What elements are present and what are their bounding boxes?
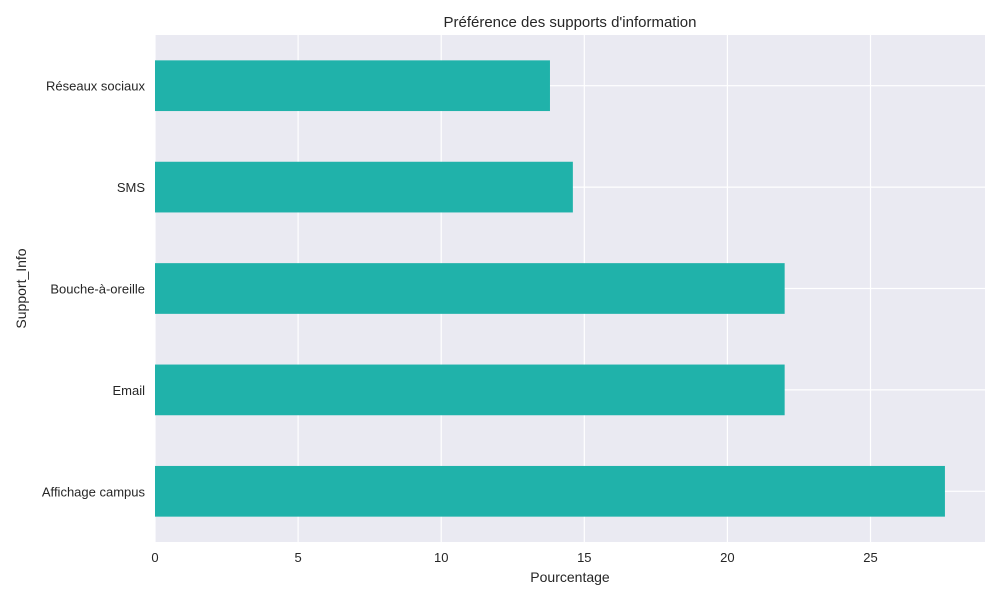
- y-axis-ticks: Affichage campus Email Bouche-à-oreille SMS…: [42, 79, 146, 500]
- x-tick-label: 0: [151, 550, 158, 565]
- chart-title: Préférence des supports d'information: [443, 14, 696, 31]
- y-tick-label: Affichage campus: [42, 484, 146, 499]
- bar: [155, 364, 785, 416]
- x-axis-label: Pourcentage: [530, 569, 610, 585]
- y-tick-label: Bouche-à-oreille: [50, 282, 145, 297]
- y-axis-label: Support_Info: [13, 248, 29, 328]
- y-tick-label: Email: [112, 383, 145, 398]
- x-axis-ticks: 0 5 10 15 20 25: [151, 550, 877, 565]
- bar: [155, 465, 945, 517]
- x-tick-label: 15: [577, 550, 591, 565]
- x-tick-label: 20: [720, 550, 734, 565]
- bar: [155, 263, 785, 314]
- x-tick-label: 10: [434, 550, 448, 565]
- bar: [155, 161, 573, 213]
- y-tick-label: SMS: [117, 180, 146, 195]
- bar: [155, 60, 550, 112]
- x-tick-label: 25: [863, 550, 877, 565]
- bars: [155, 60, 945, 517]
- x-tick-label: 5: [294, 550, 301, 565]
- y-tick-label: Réseaux sociaux: [46, 79, 145, 94]
